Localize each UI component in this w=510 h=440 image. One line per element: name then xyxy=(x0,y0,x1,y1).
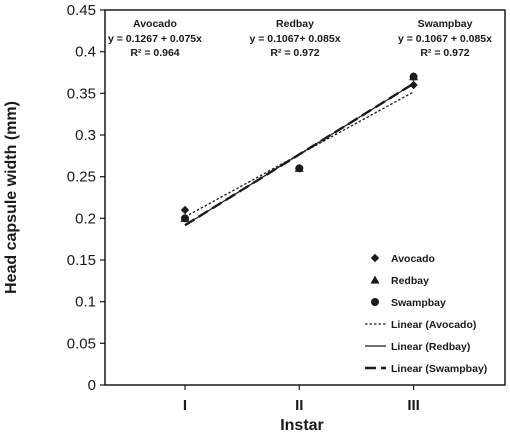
axes: 00.050.10.150.20.250.30.350.40.45I II IIII… xyxy=(3,2,506,434)
point-swampbay xyxy=(181,214,189,223)
annotation-redbay: Redbay y = 0.1067+ 0.085x R² = 0.972 xyxy=(249,18,340,59)
legend-label: Swampbay xyxy=(391,297,446,309)
point-avocado xyxy=(180,205,190,215)
point-avocado xyxy=(409,80,418,90)
trendline-linear-avocado xyxy=(184,91,414,218)
legend-marker-avocado xyxy=(370,253,380,263)
legend-label: Avocado xyxy=(391,253,435,265)
y-axis-title: Head capsule width (mm) xyxy=(3,101,20,294)
y-tick-label: 0.4 xyxy=(75,44,96,61)
annotation-r2: R² = 0.964 xyxy=(130,47,179,59)
y-tick-label: 0.05 xyxy=(67,335,96,352)
legend: Avocado Redbay Swampbay Linear (Avocado) Lin… xyxy=(365,253,487,375)
y-tick-label: 0.45 xyxy=(67,2,96,19)
annotation-title: Redbay xyxy=(276,18,314,30)
trendline-linear-swampbay xyxy=(184,82,415,227)
y-tick-label: 0.15 xyxy=(67,252,96,269)
annotation-equation: y = 0.1267 + 0.075x xyxy=(108,33,202,45)
annotation-r2: R² = 0.972 xyxy=(270,47,319,59)
legend-label: Linear (Redbay) xyxy=(391,341,470,353)
x-tick-label: I xyxy=(183,397,187,414)
annotation-r2: R² = 0.972 xyxy=(420,47,469,59)
y-tick-label: 0.3 xyxy=(75,127,96,144)
x-tick-label: II xyxy=(295,397,303,414)
plot-border xyxy=(104,9,506,386)
data-points xyxy=(180,72,419,223)
annotation-avocado: Avocado y = 0.1267 + 0.075x R² = 0.964 xyxy=(108,18,202,59)
y-tick-label: 0 xyxy=(88,377,96,394)
trendlines xyxy=(184,82,415,227)
annotation-equation: y = 0.1067 + 0.085x xyxy=(398,33,492,45)
annotation-title: Swampbay xyxy=(418,18,473,30)
y-tick-label: 0.25 xyxy=(67,169,96,186)
legend-label: Redbay xyxy=(391,275,429,287)
y-tick-label: 0.2 xyxy=(75,210,96,227)
y-tick-label: 0.1 xyxy=(75,294,96,311)
annotation-swampbay: Swampbay y = 0.1067 + 0.085x R² = 0.972 xyxy=(398,18,492,59)
point-swampbay xyxy=(409,72,418,81)
annotation-title: Avocado xyxy=(133,18,177,30)
annotation-equation: y = 0.1067+ 0.085x xyxy=(249,33,340,45)
x-axis-title: Instar xyxy=(280,417,324,434)
point-swampbay xyxy=(295,164,304,173)
x-tick-label: III xyxy=(407,397,420,414)
legend-label: Linear (Avocado) xyxy=(391,319,476,331)
equation-annotations: Avocado y = 0.1267 + 0.075x R² = 0.964 Redb… xyxy=(108,18,492,59)
legend-label: Linear (Swampbay) xyxy=(391,363,487,375)
legend-marker-redbay xyxy=(370,275,380,284)
y-tick-label: 0.35 xyxy=(67,85,96,102)
legend-marker-swampbay xyxy=(371,298,379,306)
